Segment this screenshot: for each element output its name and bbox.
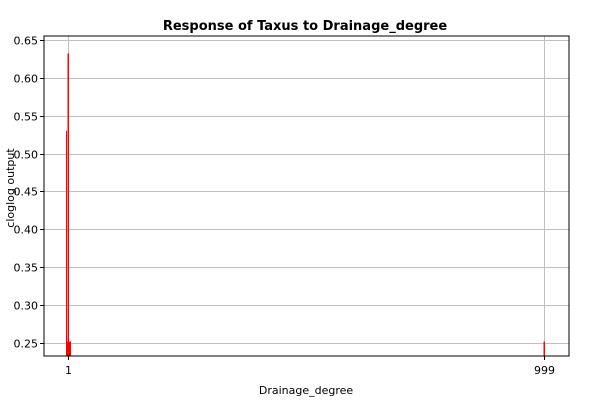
- y-tick-label: 0.55: [14, 111, 39, 124]
- bars: [66, 53, 545, 356]
- plot-frame: [43, 35, 570, 357]
- y-tick-label: 0.50: [14, 149, 39, 162]
- y-axis-label: cloglog output: [4, 148, 17, 228]
- y-tick-label: 0.45: [14, 186, 39, 199]
- bar: [66, 341, 71, 356]
- x-tick-label: 999: [534, 364, 555, 377]
- y-tick-label: 0.25: [14, 338, 39, 351]
- y-tick-label: 0.65: [14, 35, 39, 48]
- y-tick-label: 0.40: [14, 224, 39, 237]
- gridlines: [44, 36, 569, 356]
- bar: [66, 130, 67, 356]
- y-tick-label: 0.30: [14, 300, 39, 313]
- x-axis-label: Drainage_degree: [259, 384, 354, 397]
- y-axis-ticks: 0.25 0.30 0.35 0.40 0.45 0.50 0.55 0.60 0.65: [14, 35, 44, 351]
- bar: [543, 341, 545, 356]
- y-tick-label: 0.60: [14, 73, 39, 86]
- bar: [67, 53, 69, 356]
- x-tick-label: 1: [65, 364, 72, 377]
- x-axis-ticks: 1 999: [65, 356, 555, 377]
- chart-title: Response of Taxus to Drainage_degree: [163, 19, 448, 34]
- y-tick-label: 0.35: [14, 262, 39, 275]
